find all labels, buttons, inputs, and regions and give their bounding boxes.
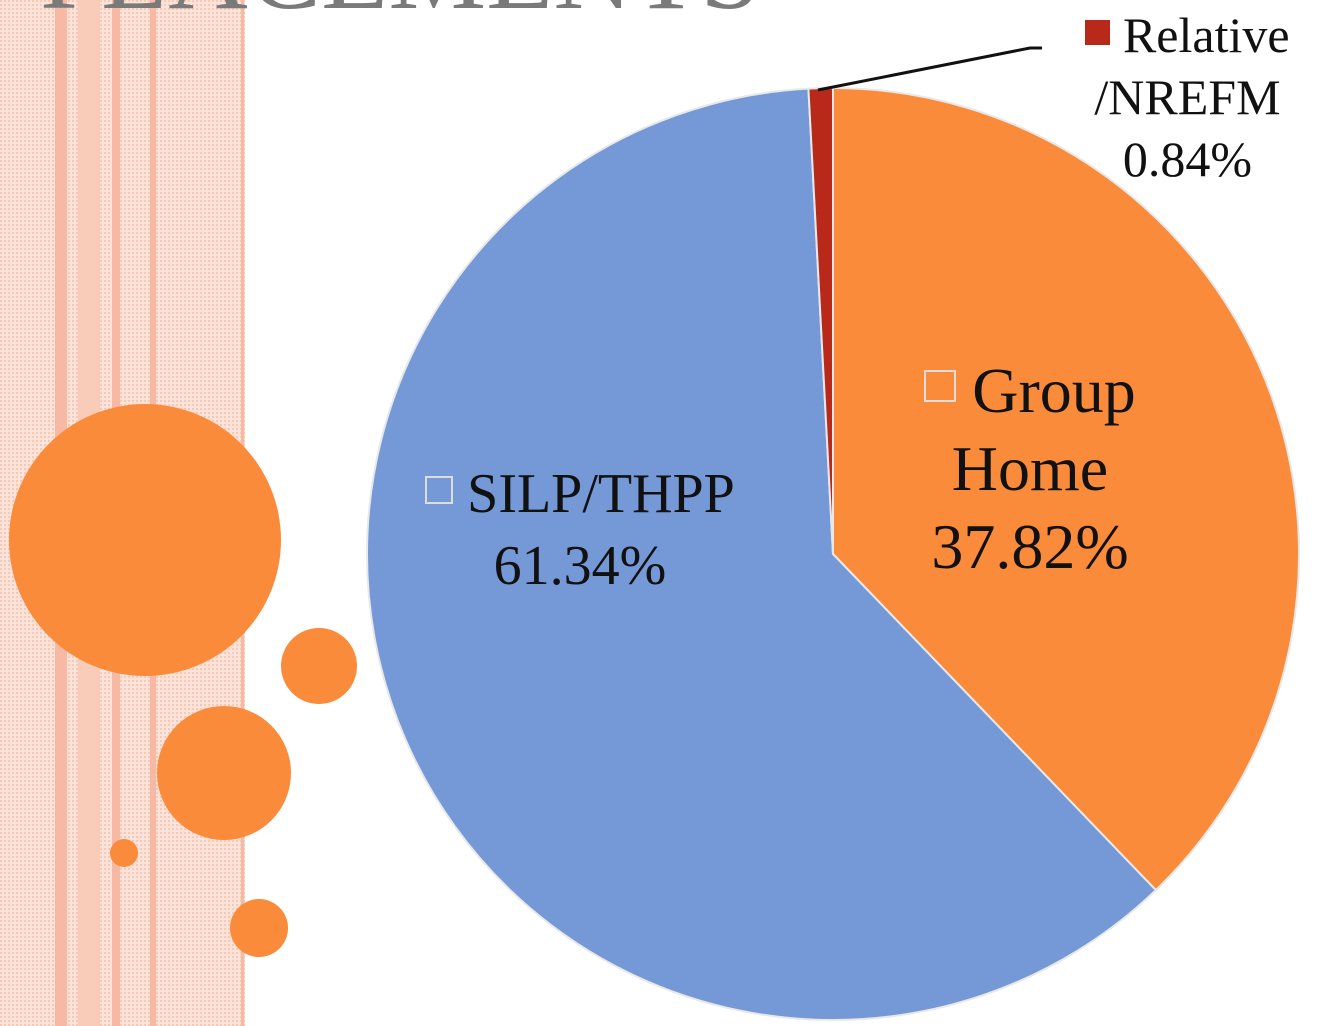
legend-marker bbox=[924, 370, 956, 402]
decor-circle bbox=[157, 706, 291, 840]
category-label: SILP/THPP bbox=[467, 463, 735, 525]
slide-title: PLACEMENTS bbox=[40, 0, 761, 32]
decor-circle bbox=[281, 628, 357, 704]
decor-circle bbox=[230, 899, 288, 957]
data-label: Group Home 37.82% bbox=[880, 352, 1180, 586]
value-label: 37.82% bbox=[931, 511, 1128, 582]
legend-marker bbox=[425, 476, 453, 504]
decor-circle bbox=[110, 839, 138, 867]
value-label: 0.84% bbox=[1123, 131, 1252, 187]
legend-marker bbox=[1085, 20, 1110, 45]
data-label: Relative /NREFM 0.84% bbox=[1040, 4, 1335, 190]
leader-line bbox=[818, 48, 1042, 90]
data-label: SILP/THPP 61.34% bbox=[370, 458, 790, 602]
category-label: Group Home bbox=[952, 355, 1136, 504]
decor-circle bbox=[9, 404, 281, 676]
category-label: Relative /NREFM bbox=[1094, 7, 1289, 125]
value-label: 61.34% bbox=[494, 535, 667, 597]
slide: PLACEMENTS Group Home 37.82% SILP/THPP 6… bbox=[0, 0, 1335, 1026]
